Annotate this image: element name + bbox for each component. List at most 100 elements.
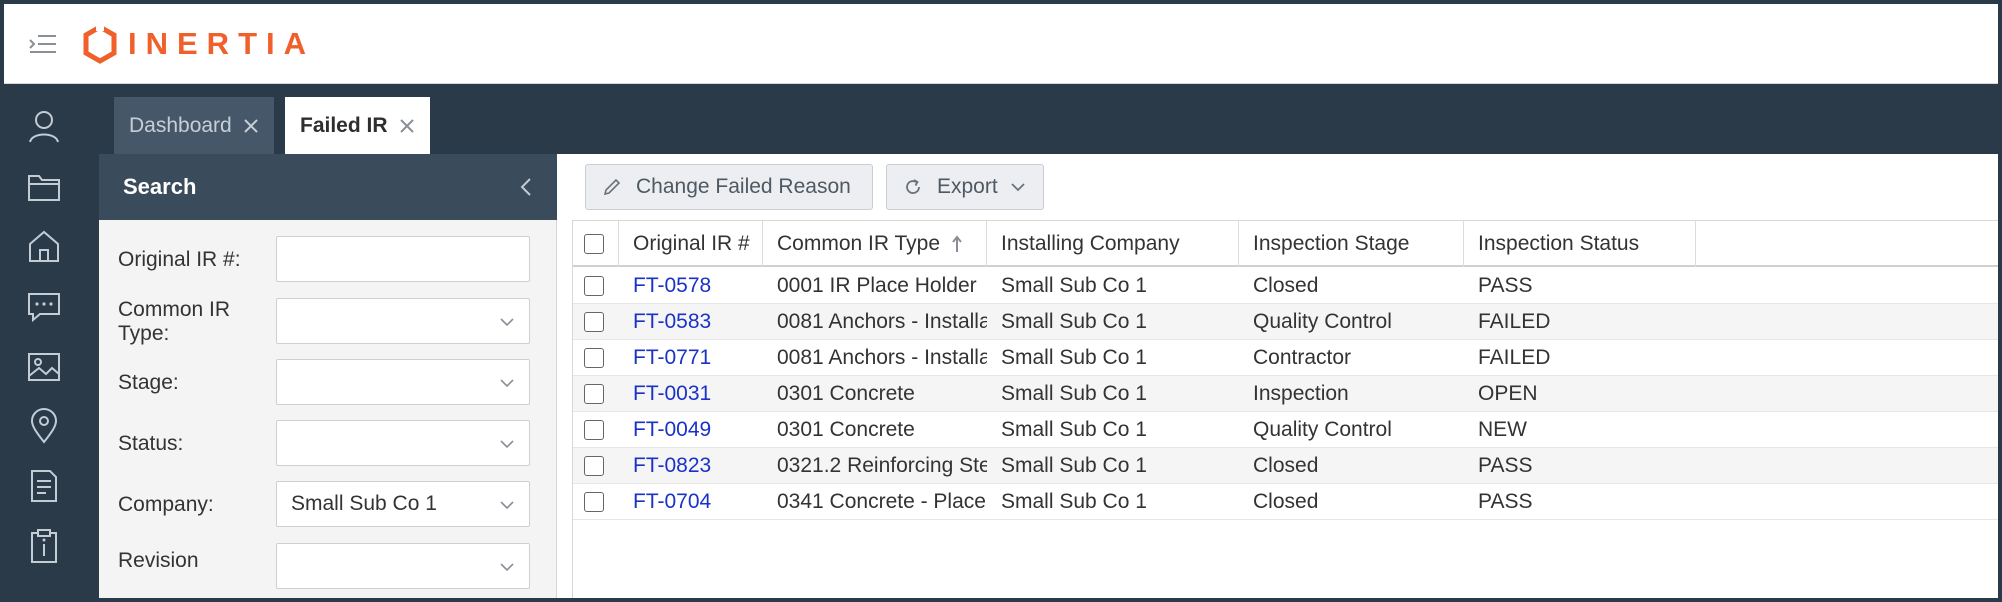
row-checkbox[interactable] bbox=[584, 492, 604, 512]
original-ir-cell[interactable]: FT-0049 bbox=[633, 418, 712, 441]
company-select[interactable]: Small Sub Co 1 bbox=[276, 481, 530, 527]
select-all-checkbox[interactable] bbox=[584, 234, 604, 254]
column-header-inspection-status[interactable]: Inspection Status bbox=[1464, 221, 1696, 267]
original-ir-cell[interactable]: FT-0031 bbox=[633, 382, 712, 405]
export-button[interactable]: Export bbox=[886, 164, 1044, 210]
installing-company-cell: Small Sub Co 1 bbox=[1001, 382, 1147, 405]
table-row[interactable]: FT-0704 0341 Concrete - Place... Small Sub… bbox=[573, 484, 1998, 520]
user-icon[interactable] bbox=[24, 106, 64, 146]
table-row[interactable]: FT-0823 0321.2 Reinforcing Stee... Small S… bbox=[573, 448, 1998, 484]
column-header-inspection-stage[interactable]: Inspection Stage bbox=[1239, 221, 1464, 267]
inspection-status-cell: OPEN bbox=[1478, 382, 1538, 405]
table-row[interactable]: FT-0583 0081 Anchors - Installat... Small … bbox=[573, 304, 1998, 340]
inspection-status-cell: NEW bbox=[1478, 418, 1527, 441]
clipboard-info-icon[interactable] bbox=[24, 526, 64, 566]
inspection-status-cell: PASS bbox=[1478, 490, 1533, 513]
tab-dashboard[interactable]: Dashboard bbox=[114, 97, 274, 154]
original-ir-cell[interactable]: FT-0771 bbox=[633, 346, 712, 369]
change-failed-reason-button[interactable]: Change Failed Reason bbox=[585, 164, 873, 210]
search-title: Search bbox=[123, 174, 197, 199]
original-ir-cell[interactable]: FT-0704 bbox=[633, 490, 712, 513]
tab-label: Failed IR bbox=[300, 113, 388, 137]
common-ir-type-cell: 0301 Concrete bbox=[777, 418, 915, 441]
original-ir-cell[interactable]: FT-0823 bbox=[633, 454, 712, 477]
column-header-installing-company[interactable]: Installing Company bbox=[987, 221, 1239, 267]
close-icon[interactable] bbox=[398, 117, 416, 135]
inspection-stage-cell: Quality Control bbox=[1253, 310, 1392, 333]
table-row[interactable]: FT-0049 0301 Concrete Small Sub Co 1 Qualit… bbox=[573, 412, 1998, 448]
table-row[interactable]: FT-0771 0081 Anchors - Installat... Small … bbox=[573, 340, 1998, 376]
table-row[interactable]: FT-0031 0301 Concrete Small Sub Co 1 Inspec… bbox=[573, 376, 1998, 412]
installing-company-cell: Small Sub Co 1 bbox=[1001, 274, 1147, 297]
installing-company-cell: Small Sub Co 1 bbox=[1001, 310, 1147, 333]
refresh-icon bbox=[906, 179, 920, 194]
pencil-icon bbox=[603, 178, 621, 196]
installing-company-cell: Small Sub Co 1 bbox=[1001, 490, 1147, 513]
results-area: Change Failed Reason Export Original IR … bbox=[557, 154, 1998, 598]
table-row[interactable]: FT-0578 0001 IR Place Holder Small Sub Co … bbox=[573, 268, 1998, 304]
stage-select[interactable] bbox=[276, 359, 530, 405]
chevron-down-icon bbox=[1011, 183, 1025, 192]
column-header-original-ir[interactable]: Original IR # bbox=[619, 221, 763, 267]
inspection-stage-cell: Closed bbox=[1253, 454, 1319, 477]
inspection-status-cell: PASS bbox=[1478, 274, 1533, 297]
row-checkbox[interactable] bbox=[584, 276, 604, 296]
checklist-icon[interactable] bbox=[24, 466, 64, 506]
tab-failed-ir[interactable]: Failed IR bbox=[285, 97, 430, 154]
select-all-cell bbox=[573, 221, 619, 267]
chevron-left-icon[interactable] bbox=[515, 176, 537, 198]
inspection-status-cell: PASS bbox=[1478, 454, 1533, 477]
column-header-common-ir-type[interactable]: Common IR Type bbox=[763, 221, 987, 267]
search-panel-header: Search bbox=[99, 154, 557, 220]
tab-label: Dashboard bbox=[129, 113, 232, 137]
common-ir-type-cell: 0341 Concrete - Place... bbox=[777, 490, 987, 513]
inspection-status-cell: FAILED bbox=[1478, 310, 1551, 333]
company-label: Company: bbox=[118, 493, 214, 516]
logo-text: INERTIA bbox=[128, 26, 315, 61]
app-frame: INERTIA Dashboard bbox=[4, 4, 1998, 598]
common-ir-type-label: Common IR Type: bbox=[118, 298, 231, 345]
stage-label: Stage: bbox=[118, 371, 179, 394]
installing-company-cell: Small Sub Co 1 bbox=[1001, 418, 1147, 441]
row-checkbox[interactable] bbox=[584, 384, 604, 404]
folder-icon[interactable] bbox=[24, 166, 64, 206]
original-ir-cell[interactable]: FT-0578 bbox=[633, 274, 712, 297]
grid-toolbar: Change Failed Reason Export bbox=[557, 154, 1998, 220]
chevron-down-icon bbox=[500, 440, 514, 449]
inspection-stage-cell: Contractor bbox=[1253, 346, 1352, 369]
common-ir-type-cell: 0301 Concrete bbox=[777, 382, 915, 405]
chevron-down-icon bbox=[500, 318, 514, 327]
inspection-stage-cell: Closed bbox=[1253, 490, 1319, 513]
image-icon[interactable] bbox=[24, 346, 64, 386]
common-ir-type-cell: 0081 Anchors - Installat... bbox=[777, 310, 987, 333]
original-ir-input[interactable] bbox=[276, 236, 530, 282]
row-checkbox[interactable] bbox=[584, 348, 604, 368]
failed-ir-grid: Original IR # Common IR Type Installing … bbox=[572, 220, 1998, 598]
common-ir-type-cell: 0321.2 Reinforcing Stee... bbox=[777, 454, 987, 477]
menu-toggle-icon[interactable] bbox=[28, 32, 58, 56]
top-header: INERTIA bbox=[4, 4, 1998, 84]
row-checkbox[interactable] bbox=[584, 312, 604, 332]
common-ir-type-select[interactable] bbox=[276, 298, 530, 344]
original-ir-cell[interactable]: FT-0583 bbox=[633, 310, 712, 333]
original-ir-label: Original IR #: bbox=[118, 248, 241, 271]
revision-select[interactable] bbox=[276, 543, 530, 589]
installing-company-cell: Small Sub Co 1 bbox=[1001, 346, 1147, 369]
chevron-down-icon bbox=[500, 379, 514, 388]
home-icon[interactable] bbox=[24, 226, 64, 266]
common-ir-type-cell: 0001 IR Place Holder bbox=[777, 274, 977, 297]
close-icon[interactable] bbox=[242, 117, 260, 135]
row-checkbox[interactable] bbox=[584, 420, 604, 440]
status-label: Status: bbox=[118, 432, 184, 455]
row-checkbox[interactable] bbox=[584, 456, 604, 476]
inspection-stage-cell: Closed bbox=[1253, 274, 1319, 297]
revision-label: Revision bbox=[118, 549, 199, 572]
location-pin-icon[interactable] bbox=[24, 406, 64, 446]
chevron-down-icon bbox=[500, 501, 514, 510]
left-rail bbox=[4, 84, 84, 598]
tab-bar: Dashboard Failed IR bbox=[84, 84, 1998, 154]
chat-icon[interactable] bbox=[24, 286, 64, 326]
logo[interactable]: INERTIA bbox=[82, 24, 315, 64]
inspection-stage-cell: Inspection bbox=[1253, 382, 1349, 405]
status-select[interactable] bbox=[276, 420, 530, 466]
